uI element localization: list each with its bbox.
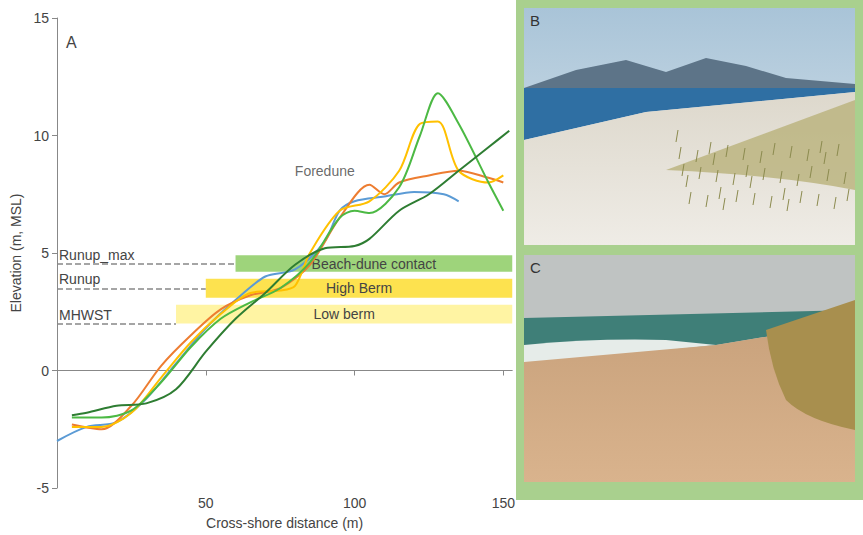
- svg-text:MHWST: MHWST: [59, 307, 112, 323]
- svg-text:Beach-dune contact: Beach-dune contact: [312, 256, 437, 272]
- svg-text:0: 0: [41, 363, 49, 379]
- svg-text:10: 10: [33, 128, 49, 144]
- svg-text:15: 15: [33, 10, 49, 26]
- svg-text:150: 150: [492, 495, 516, 511]
- svg-text:-5: -5: [37, 480, 50, 496]
- svg-text:B: B: [530, 12, 540, 29]
- svg-text:A: A: [66, 34, 77, 51]
- svg-text:Low berm: Low berm: [313, 306, 374, 322]
- svg-text:High Berm: High Berm: [326, 280, 392, 296]
- svg-text:5: 5: [41, 245, 49, 261]
- svg-text:100: 100: [343, 495, 367, 511]
- svg-text:Foredune: Foredune: [295, 163, 355, 179]
- svg-text:Elevation (m, MSL): Elevation (m, MSL): [8, 193, 24, 312]
- svg-text:Runup_max: Runup_max: [59, 247, 135, 263]
- svg-text:50: 50: [198, 495, 214, 511]
- svg-text:C: C: [530, 259, 541, 276]
- svg-text:Runup: Runup: [59, 271, 100, 287]
- svg-text:Cross-shore distance (m): Cross-shore distance (m): [206, 515, 363, 531]
